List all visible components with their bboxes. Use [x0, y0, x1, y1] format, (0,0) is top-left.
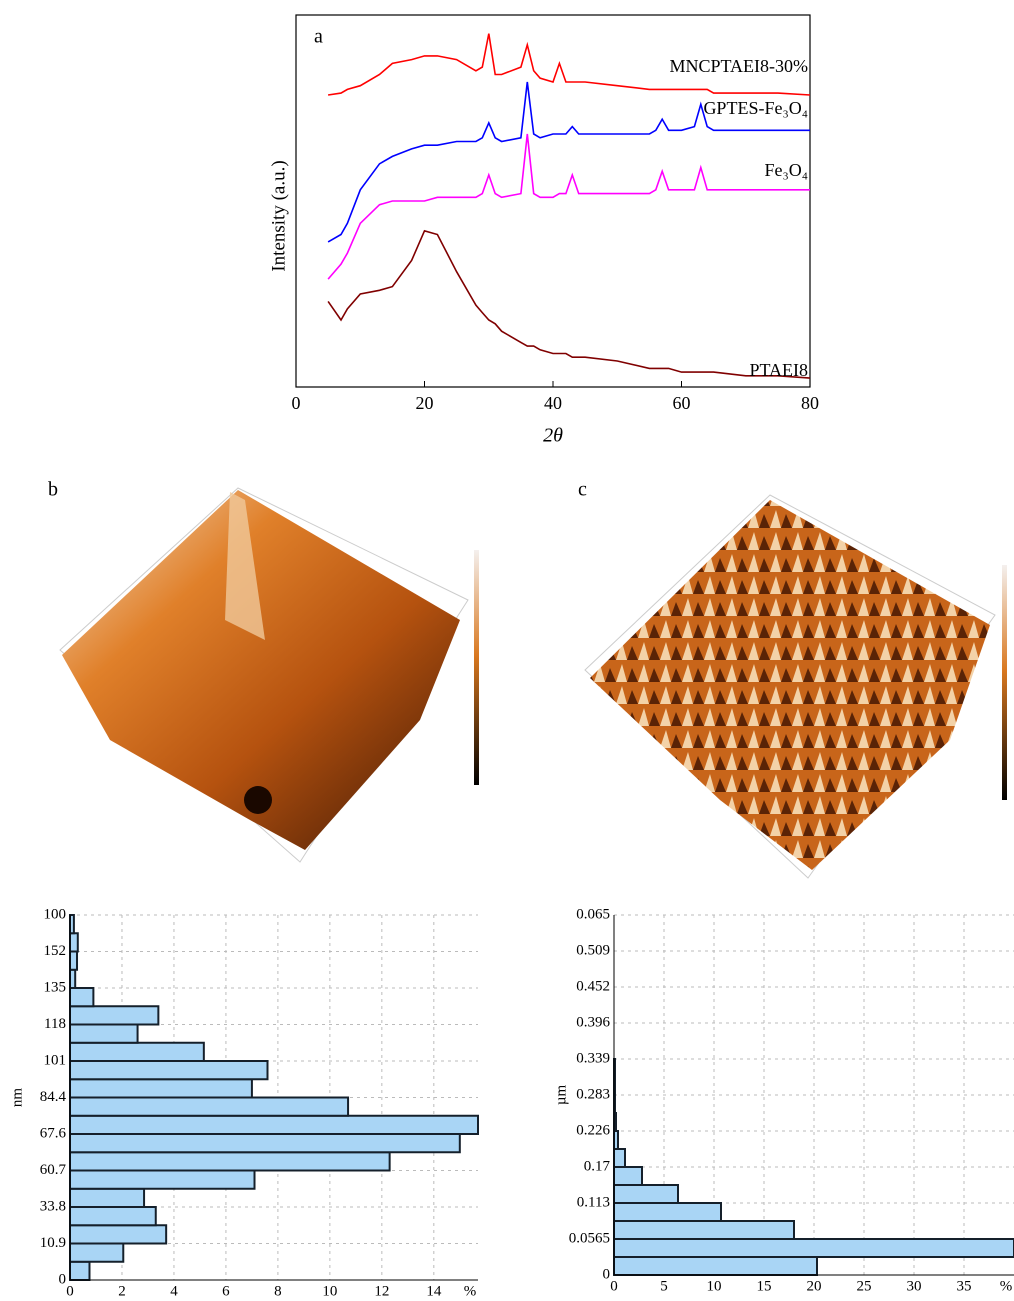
bar	[69, 1023, 139, 1044]
y-tick-label: 0.226	[576, 1122, 610, 1138]
y-tick-label: 0.0565	[569, 1230, 610, 1246]
y-tick-label: 0.065	[576, 906, 610, 922]
afm-image-b	[59, 487, 479, 863]
bar	[613, 1130, 619, 1150]
x-tick-label: 10	[322, 1283, 337, 1299]
y-axis-label: nm	[9, 1088, 25, 1108]
series-line	[327, 229, 811, 379]
bar	[613, 1238, 1014, 1258]
x-tick-label: 60	[673, 393, 691, 413]
y-tick-label: 0.113	[577, 1194, 610, 1210]
series-line	[327, 33, 811, 96]
x-tick-label: 6	[222, 1283, 230, 1299]
x-tick-label: 0	[292, 393, 301, 413]
y-tick-label: 10.9	[40, 1235, 66, 1251]
bar	[613, 1202, 722, 1222]
x-axis-label: %	[464, 1283, 477, 1299]
x-tick-label: 12	[374, 1283, 389, 1299]
y-tick-label: 0.283	[576, 1086, 610, 1102]
x-tick-label: 20	[807, 1278, 822, 1294]
y-tick-label: 101	[44, 1052, 67, 1068]
x-tick-label: 30	[907, 1278, 922, 1294]
x-tick-label: 4	[170, 1283, 178, 1299]
y-tick-label: 152	[44, 943, 67, 959]
bar	[69, 987, 95, 1008]
bar	[69, 1041, 205, 1062]
bar	[69, 1151, 391, 1172]
y-tick-label: 60.7	[40, 1162, 67, 1178]
bar	[69, 1096, 350, 1117]
y-tick-label: 0	[59, 1271, 67, 1287]
x-tick-label: 14	[426, 1283, 442, 1299]
x-tick-label: 0	[66, 1283, 74, 1299]
bar	[69, 914, 75, 935]
y-axis-label: Intensity (a.u.)	[268, 160, 289, 271]
x-axis-label: 2θ	[543, 425, 563, 447]
y-tick-label: 118	[44, 1016, 66, 1032]
panel-label: c	[578, 479, 587, 501]
afm-image-c	[584, 494, 1007, 879]
x-tick-label: 10	[707, 1278, 722, 1294]
x-tick-label: 5	[660, 1278, 668, 1294]
y-tick-label: 0.452	[576, 978, 610, 994]
bar	[69, 1224, 168, 1245]
series-line	[327, 133, 810, 280]
y-axis-label: µm	[553, 1085, 569, 1106]
x-tick-label: 15	[757, 1278, 772, 1294]
bar	[613, 1148, 626, 1168]
bar	[69, 1187, 146, 1208]
x-tick-label: 40	[544, 393, 562, 413]
bar	[613, 1166, 643, 1186]
x-tick-label: 35	[957, 1278, 972, 1294]
y-tick-label: 33.8	[40, 1198, 66, 1214]
x-axis-label: %	[1000, 1278, 1013, 1294]
bar	[613, 1184, 679, 1204]
bar	[69, 1114, 479, 1135]
y-tick-label: 0.17	[584, 1158, 611, 1174]
x-tick-label: 0	[610, 1278, 618, 1294]
bar	[69, 1060, 269, 1081]
x-tick-label: 2	[118, 1283, 126, 1299]
bar	[69, 1005, 160, 1026]
bar	[69, 932, 79, 953]
x-tick-label: 25	[857, 1278, 872, 1294]
series-label: GPTES-Fe₃O₄	[703, 98, 808, 118]
series-label: Fe₃O₄	[764, 160, 808, 180]
y-tick-label: 84.4	[40, 1089, 67, 1105]
panel-label: b	[48, 479, 58, 501]
y-tick-label: 0.396	[576, 1014, 610, 1030]
bar	[69, 1260, 91, 1281]
bar	[613, 1220, 795, 1240]
bar	[69, 1242, 125, 1263]
y-tick-label: 0	[603, 1266, 611, 1282]
y-tick-label: 67.6	[40, 1125, 67, 1141]
y-tick-label: 100	[44, 906, 67, 922]
bar	[69, 950, 79, 971]
y-tick-label: 0.339	[576, 1050, 610, 1066]
x-tick-label: 20	[416, 393, 434, 413]
series-line	[327, 81, 810, 243]
bar	[69, 968, 77, 989]
y-tick-label: 0.509	[576, 942, 610, 958]
bar	[613, 1256, 818, 1276]
bar	[69, 1169, 256, 1190]
series-label: MNCPTAEI8-30%	[669, 56, 808, 76]
panel-label: a	[314, 26, 323, 48]
series-label: PTAEI8	[749, 360, 808, 380]
bar	[69, 1206, 157, 1227]
x-tick-label: 8	[274, 1283, 282, 1299]
bar	[69, 1078, 253, 1099]
y-tick-label: 135	[44, 979, 67, 995]
bar	[69, 1133, 461, 1154]
x-tick-label: 80	[801, 393, 819, 413]
